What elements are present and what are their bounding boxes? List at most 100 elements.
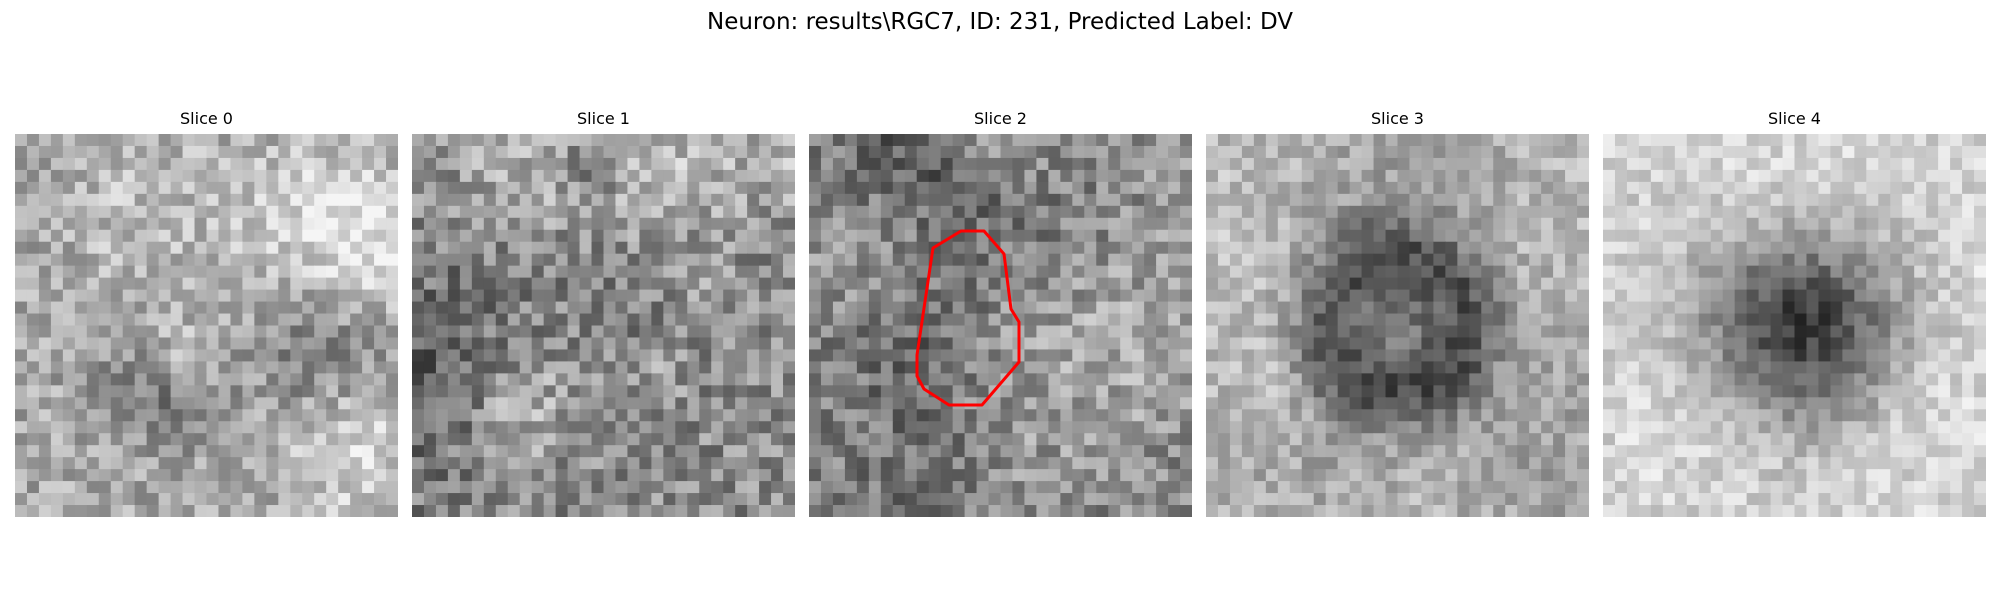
pixel [1795,326,1808,339]
pixel [39,266,52,279]
pixel [1639,314,1652,327]
pixel [1675,278,1688,291]
pixel [147,254,160,267]
pixel [51,134,64,147]
pixel [87,158,100,171]
pixel [759,146,772,159]
pixel [1842,146,1855,159]
pixel [266,493,279,506]
pixel [1326,421,1339,434]
pixel [532,134,545,147]
pixel [135,206,148,219]
pixel [723,146,736,159]
pixel [556,290,569,303]
pixel [857,194,870,207]
pixel [544,433,557,446]
pixel [1854,218,1867,231]
pixel [195,158,208,171]
pixel [833,481,846,494]
pixel [1651,170,1664,183]
pixel [1541,182,1554,195]
pixel [1350,505,1363,517]
pixel [845,242,858,255]
pixel [195,254,208,267]
pixel [580,134,593,147]
pixel [230,505,243,517]
pixel [1012,170,1025,183]
pixel [1481,158,1494,171]
pixel [1962,170,1975,183]
pixel [1326,218,1339,231]
pixel [362,421,375,434]
pixel [87,505,100,517]
pixel [1481,337,1494,350]
pixel [1290,290,1303,303]
pixel [845,134,858,147]
pixel [568,182,581,195]
pixel [1699,314,1712,327]
pixel [1362,493,1375,506]
pixel [941,409,954,422]
pixel [1735,421,1748,434]
pixel [75,134,88,147]
pixel [218,254,231,267]
pixel [917,481,930,494]
pixel [1830,433,1843,446]
pixel [75,409,88,422]
pixel [857,349,870,362]
pixel [520,314,533,327]
pixel [1866,409,1879,422]
pixel [1156,349,1169,362]
pixel [532,290,545,303]
pixel [1878,302,1891,315]
slice-title-2: Slice 2 [809,108,1192,134]
pixel [1060,385,1073,398]
pixel [905,361,918,374]
pixel [783,337,795,350]
pixel [1854,373,1867,386]
pixel [627,278,640,291]
pixel [1398,170,1411,183]
pixel [651,266,664,279]
pixel [1433,134,1446,147]
pixel [1806,278,1819,291]
pixel [1950,349,1963,362]
pixel [1457,385,1470,398]
pixel [1338,326,1351,339]
pixel [1627,397,1640,410]
pixel [1974,433,1986,446]
pixel [75,302,88,315]
pixel [254,134,267,147]
pixel [1565,397,1578,410]
pixel [1314,134,1327,147]
pixel [1409,481,1422,494]
pixel [1290,385,1303,398]
pixel [881,409,894,422]
pixel [15,182,28,195]
pixel [1723,373,1736,386]
pixel [833,194,846,207]
pixel [771,158,784,171]
pixel [1326,278,1339,291]
pixel [1144,206,1157,219]
pixel [207,397,220,410]
pixel [39,349,52,362]
pixel [1096,230,1109,243]
pixel [723,397,736,410]
pixel [1096,421,1109,434]
pixel [1084,170,1097,183]
pixel [1687,457,1700,470]
pixel [99,481,112,494]
pixel [1144,278,1157,291]
pixel [953,278,966,291]
pixel [1854,182,1867,195]
pixel [1553,361,1566,374]
pixel [412,505,425,517]
pixel [508,505,521,517]
pixel [1180,254,1192,267]
pixel [699,349,712,362]
pixel [639,493,652,506]
pixel [75,445,88,458]
pixel [1493,445,1506,458]
pixel [1854,337,1867,350]
